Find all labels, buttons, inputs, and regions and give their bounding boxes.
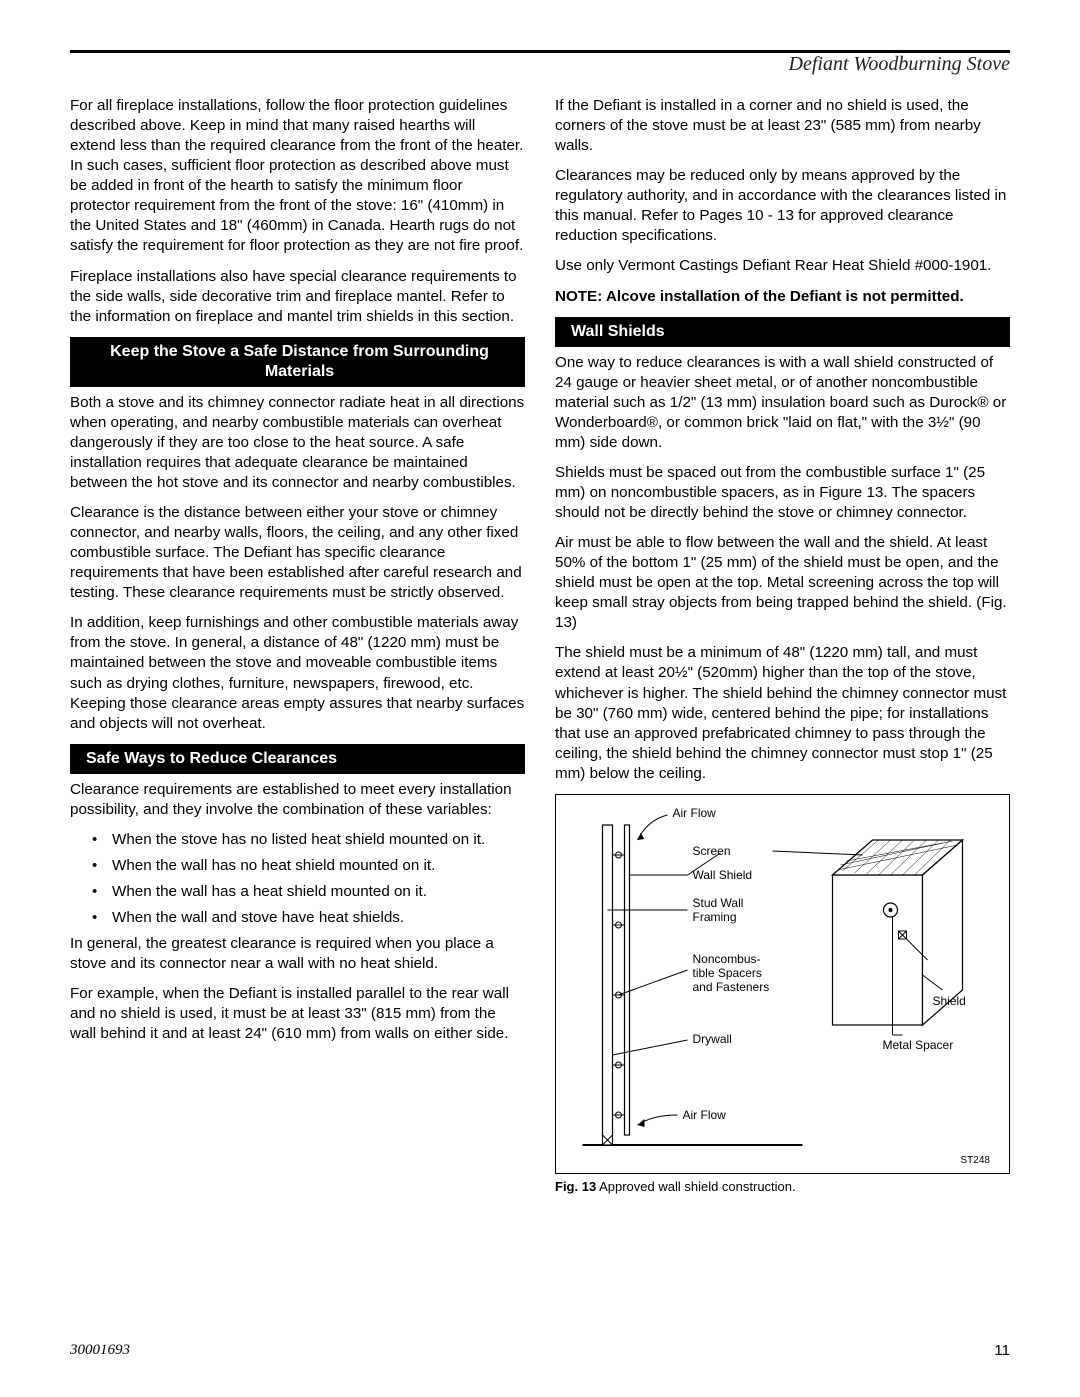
label-noncombus: Noncombus- bbox=[693, 952, 761, 966]
paragraph: Shields must be spaced out from the comb… bbox=[555, 463, 1010, 523]
paragraph: For example, when the Defiant is install… bbox=[70, 984, 525, 1044]
paragraph: For all fireplace installations, follow … bbox=[70, 96, 525, 257]
paragraph: Clearance is the distance between either… bbox=[70, 503, 525, 603]
list-item: When the wall and stove have heat shield… bbox=[98, 908, 525, 928]
bullet-list: When the stove has no listed heat shield… bbox=[70, 830, 525, 928]
note-text: NOTE: Alcove installation of the Defiant… bbox=[555, 287, 1010, 307]
page: Defiant Woodburning Stove For all firepl… bbox=[0, 0, 1080, 1397]
label-metal-spacer: Metal Spacer bbox=[883, 1038, 954, 1052]
left-column: For all fireplace installations, follow … bbox=[70, 96, 525, 1195]
paragraph: Clearances may be reduced only by means … bbox=[555, 166, 1010, 246]
footer-doc-number: 30001693 bbox=[70, 1342, 130, 1359]
section-heading-wall-shields: Wall Shields bbox=[555, 317, 1010, 347]
footer: 30001693 11 bbox=[70, 1342, 1010, 1359]
paragraph: Air must be able to flow between the wal… bbox=[555, 533, 1010, 633]
footer-page-number: 11 bbox=[994, 1342, 1010, 1359]
paragraph: Clearance requirements are established t… bbox=[70, 780, 525, 820]
list-item: When the stove has no listed heat shield… bbox=[98, 830, 525, 850]
paragraph: The shield must be a minimum of 48" (122… bbox=[555, 643, 1010, 783]
label-and-fasteners: and Fasteners bbox=[693, 980, 770, 994]
list-item: When the wall has a heat shield mounted … bbox=[98, 882, 525, 902]
paragraph: Fireplace installations also have specia… bbox=[70, 267, 525, 327]
paragraph: Use only Vermont Castings Defiant Rear H… bbox=[555, 256, 1010, 276]
paragraph: If the Defiant is installed in a corner … bbox=[555, 96, 1010, 156]
paragraph: Both a stove and its chimney connector r… bbox=[70, 393, 525, 493]
figure-svg: Air Flow Screen Wall Shield Stud Wall Fr… bbox=[556, 795, 1009, 1173]
label-shield: Shield bbox=[933, 994, 966, 1008]
paragraph: In addition, keep furnishings and other … bbox=[70, 613, 525, 733]
figure-caption: Fig. 13 Approved wall shield constructio… bbox=[555, 1178, 1010, 1195]
label-wall-shield: Wall Shield bbox=[693, 868, 753, 882]
label-screen: Screen bbox=[693, 844, 731, 858]
figure-caption-text: Approved wall shield construction. bbox=[596, 1179, 795, 1194]
section-heading-safe-distance: Keep the Stove a Safe Distance from Surr… bbox=[70, 337, 525, 387]
label-air-flow-bottom: Air Flow bbox=[683, 1108, 727, 1122]
list-item: When the wall has no heat shield mounted… bbox=[98, 856, 525, 876]
figure-code: ST248 bbox=[961, 1155, 991, 1166]
header-title: Defiant Woodburning Stove bbox=[70, 53, 1010, 76]
label-tible-spacers: tible Spacers bbox=[693, 966, 762, 980]
label-stud-wall: Stud Wall bbox=[693, 896, 744, 910]
figure-caption-bold: Fig. 13 bbox=[555, 1179, 596, 1194]
paragraph: In general, the greatest clearance is re… bbox=[70, 934, 525, 974]
content-columns: For all fireplace installations, follow … bbox=[70, 96, 1010, 1195]
figure-13: Air Flow Screen Wall Shield Stud Wall Fr… bbox=[555, 794, 1010, 1174]
label-framing: Framing bbox=[693, 910, 737, 924]
label-drywall: Drywall bbox=[693, 1032, 732, 1046]
paragraph: One way to reduce clearances is with a w… bbox=[555, 353, 1010, 453]
right-column: If the Defiant is installed in a corner … bbox=[555, 96, 1010, 1195]
label-air-flow-top: Air Flow bbox=[673, 806, 717, 820]
section-heading-reduce-clearances: Safe Ways to Reduce Clearances bbox=[70, 744, 525, 774]
